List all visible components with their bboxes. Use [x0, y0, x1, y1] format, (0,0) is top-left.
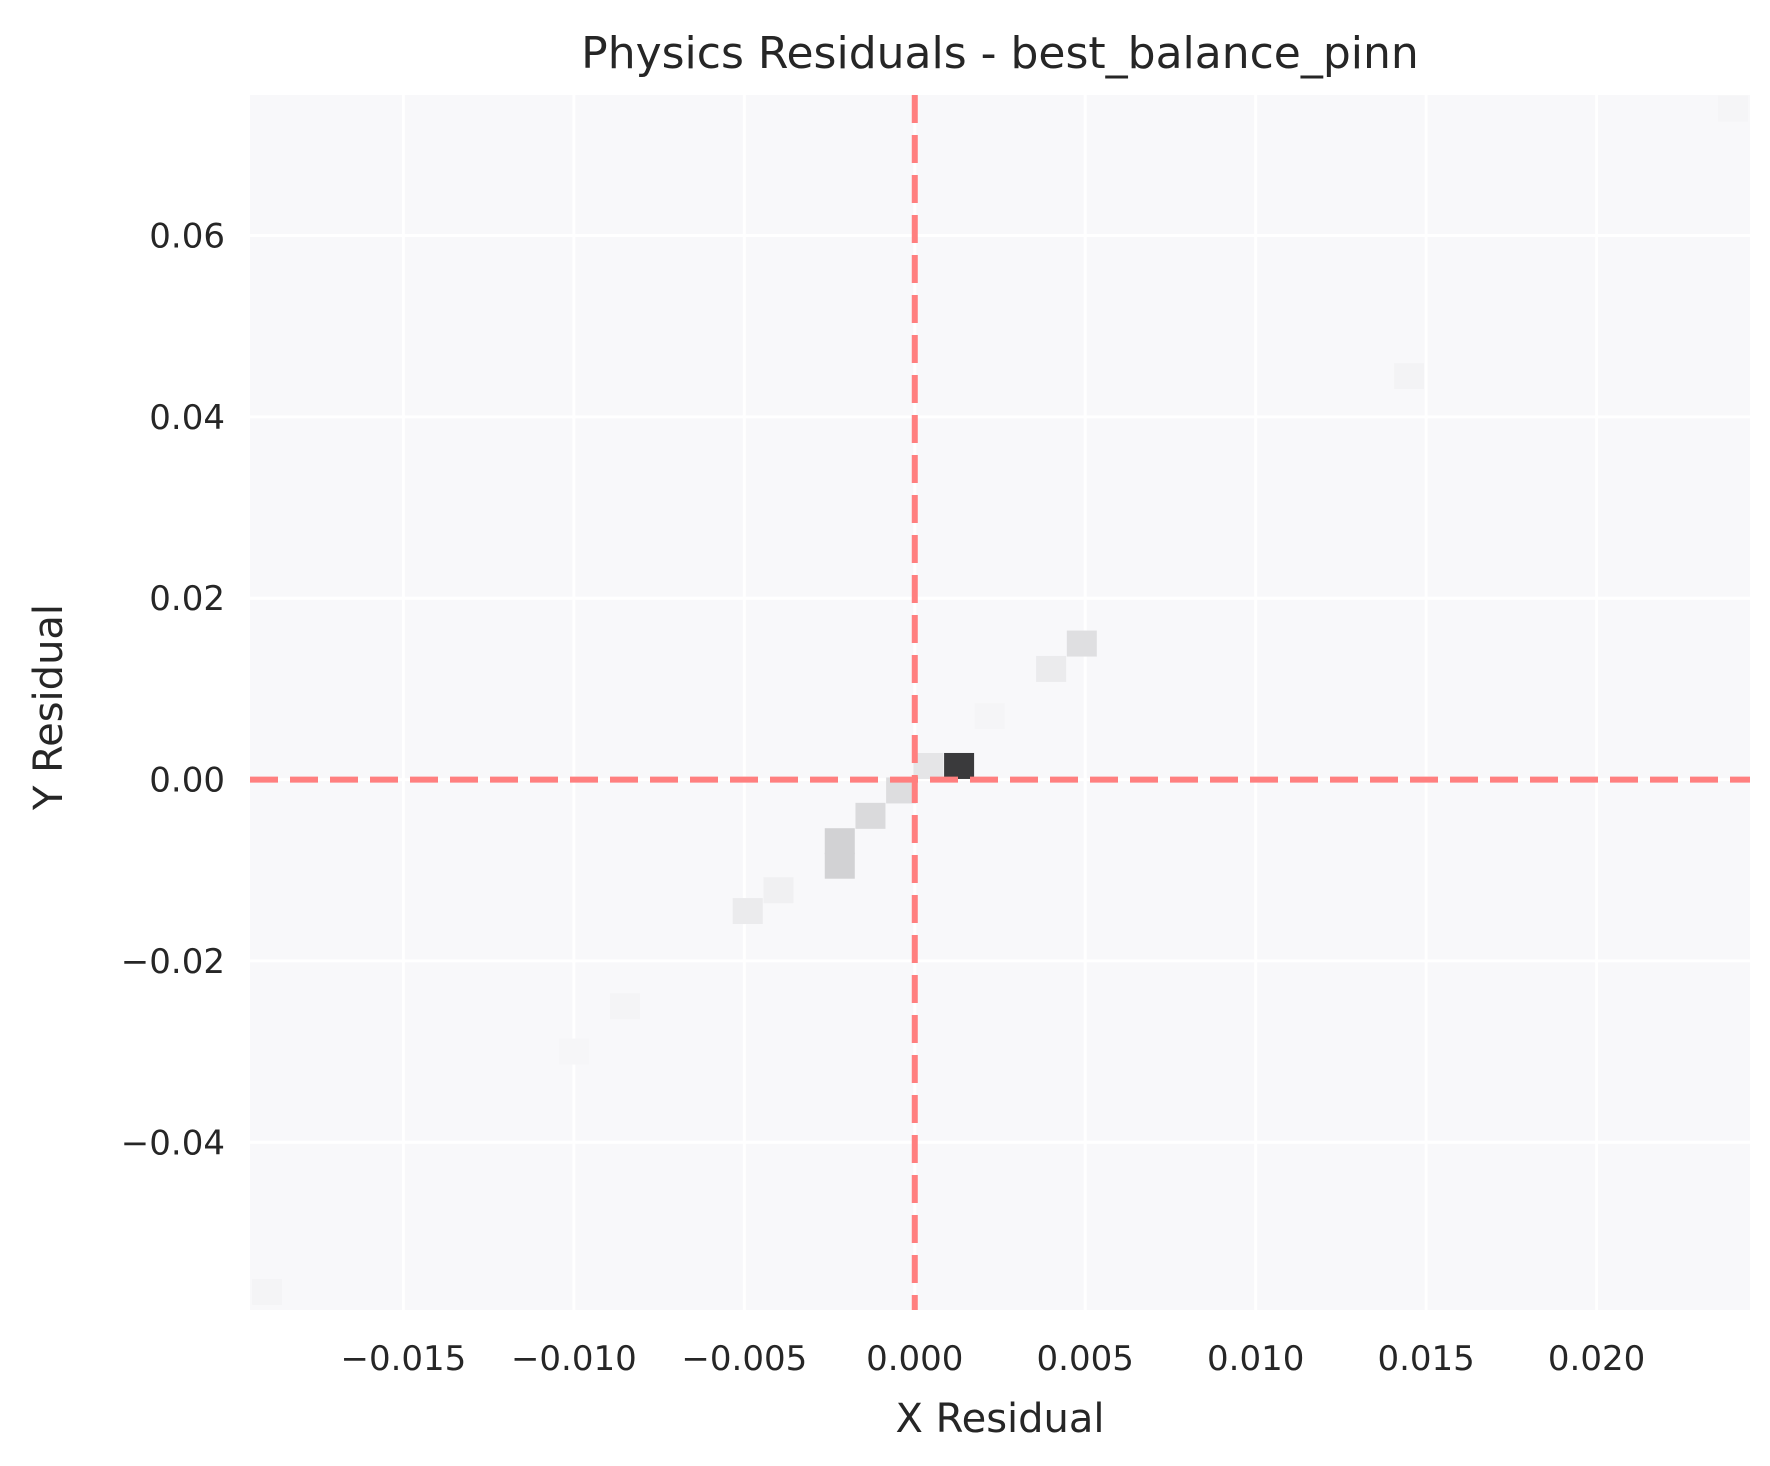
x-axis-label: X Residual	[895, 1396, 1104, 1442]
y-tick-label-3: 0.02	[149, 579, 225, 619]
x-tick-label-7: 0.020	[1548, 1339, 1645, 1379]
heatmap-cell-6	[763, 877, 794, 904]
heatmap-cell-9	[1036, 655, 1067, 682]
heatmap-cell-5	[824, 852, 855, 879]
heatmap-cell-13	[252, 1278, 283, 1305]
heatmap-cell-7	[732, 898, 763, 925]
heatmap-cell-8	[974, 703, 1005, 730]
y-axis-label: Y Residual	[26, 604, 72, 811]
reference-lines	[250, 95, 1750, 1310]
heatmap-cell-1	[913, 752, 944, 779]
plot-background	[250, 95, 1750, 1310]
x-tick-label-1: −0.010	[511, 1339, 637, 1379]
heatmap-cell-4	[824, 828, 855, 855]
x-tick-label-4: 0.005	[1037, 1339, 1134, 1379]
heatmap-cell-12	[1394, 363, 1425, 390]
heatmap-cell-10	[1066, 630, 1097, 657]
x-tick-label-2: −0.005	[681, 1339, 807, 1379]
x-tick-labels: −0.015 −0.010 −0.005 0.000 0.005 0.010 0.015 0.…	[340, 1339, 1645, 1379]
heatmap-cell-14	[1717, 95, 1748, 122]
x-tick-label-3: 0.000	[866, 1339, 963, 1379]
heatmap-cell-15	[558, 1038, 589, 1065]
heatmap-cell-11	[610, 993, 640, 1020]
y-tick-label-4: 0.04	[149, 398, 225, 438]
y-tick-labels: −0.04 −0.02 0.00 0.02 0.04 0.06	[121, 217, 225, 1164]
y-tick-label-5: 0.06	[149, 217, 225, 257]
x-tick-label-0: −0.015	[340, 1339, 466, 1379]
heatmap-cell-0	[944, 752, 975, 779]
y-tick-label-1: −0.02	[121, 942, 225, 982]
heatmap-cells	[252, 95, 1748, 1305]
chart-title: Physics Residuals - best_balance_pinn	[581, 28, 1419, 79]
heatmap-cell-3	[855, 802, 886, 829]
y-tick-label-0: −0.04	[121, 1123, 225, 1163]
y-tick-label-2: 0.00	[149, 761, 225, 801]
x-tick-label-5: 0.010	[1207, 1339, 1304, 1379]
x-tick-label-6: 0.015	[1377, 1339, 1474, 1379]
